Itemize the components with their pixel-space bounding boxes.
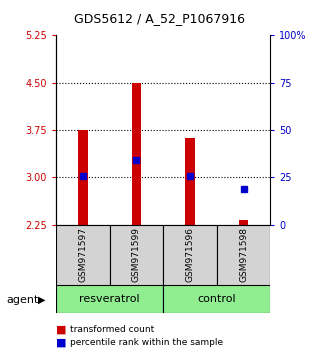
Text: GSM971598: GSM971598 [239, 227, 248, 282]
Text: GSM971597: GSM971597 [78, 227, 87, 282]
Text: percentile rank within the sample: percentile rank within the sample [70, 338, 224, 347]
Text: GSM971599: GSM971599 [132, 227, 141, 282]
Text: transformed count: transformed count [70, 325, 155, 335]
Text: GDS5612 / A_52_P1067916: GDS5612 / A_52_P1067916 [75, 12, 245, 25]
Bar [217, 225, 270, 285]
Bar [239, 221, 248, 225]
Bar [163, 285, 270, 313]
Text: ■: ■ [56, 325, 67, 335]
Text: agent: agent [6, 295, 39, 305]
Bar [132, 83, 141, 225]
Bar [109, 225, 163, 285]
Text: ▶: ▶ [38, 295, 45, 305]
Bar [185, 138, 195, 225]
Bar [56, 285, 163, 313]
Text: ■: ■ [56, 338, 67, 348]
Text: resveratrol: resveratrol [79, 294, 140, 304]
Bar [56, 225, 109, 285]
Bar [163, 225, 217, 285]
Text: GSM971596: GSM971596 [186, 227, 195, 282]
Text: control: control [197, 294, 236, 304]
Bar [78, 130, 88, 225]
